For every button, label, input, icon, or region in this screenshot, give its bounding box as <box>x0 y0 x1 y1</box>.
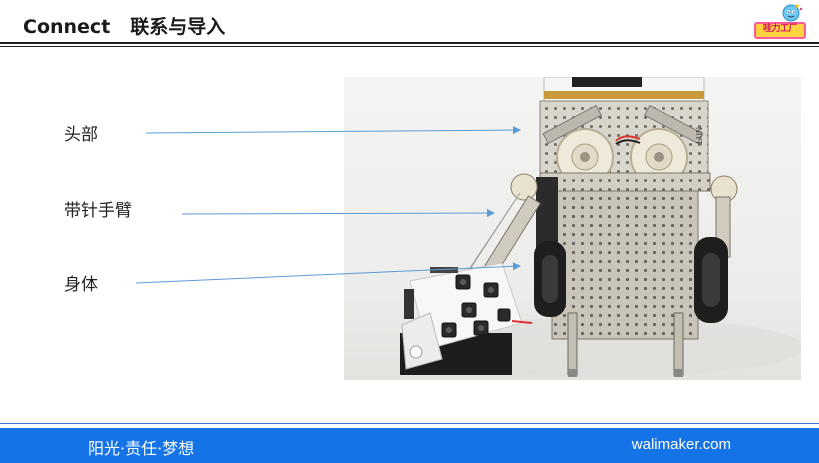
title-english: Connect <box>23 16 111 38</box>
brand-logo <box>754 4 806 39</box>
footer-slogan: 阳光·责任·梦想 <box>88 439 195 458</box>
title-chinese: 联系与导入 <box>130 16 226 38</box>
footer-divider <box>0 423 819 424</box>
page-title: Connect 联系与导入 <box>23 12 225 39</box>
label-body: 身体 <box>64 275 98 295</box>
page-header: Connect 联系与导入 哇力工厂 <box>0 0 819 48</box>
robot-illustration: NIYT <box>344 77 801 380</box>
label-head: 头部 <box>64 125 98 145</box>
label-arm: 带针手臂 <box>64 201 132 221</box>
header-rule-thin <box>0 46 819 47</box>
footer-website: walimaker.com <box>631 436 731 453</box>
robot-photo: NIYT <box>344 77 801 380</box>
footer-bar: 阳光·责任·梦想 walimaker.com <box>0 428 819 463</box>
board-silk-text: NIYT <box>694 127 703 145</box>
brand-logo-text: 哇力工厂 <box>762 24 798 34</box>
header-rule-thick <box>0 42 819 44</box>
